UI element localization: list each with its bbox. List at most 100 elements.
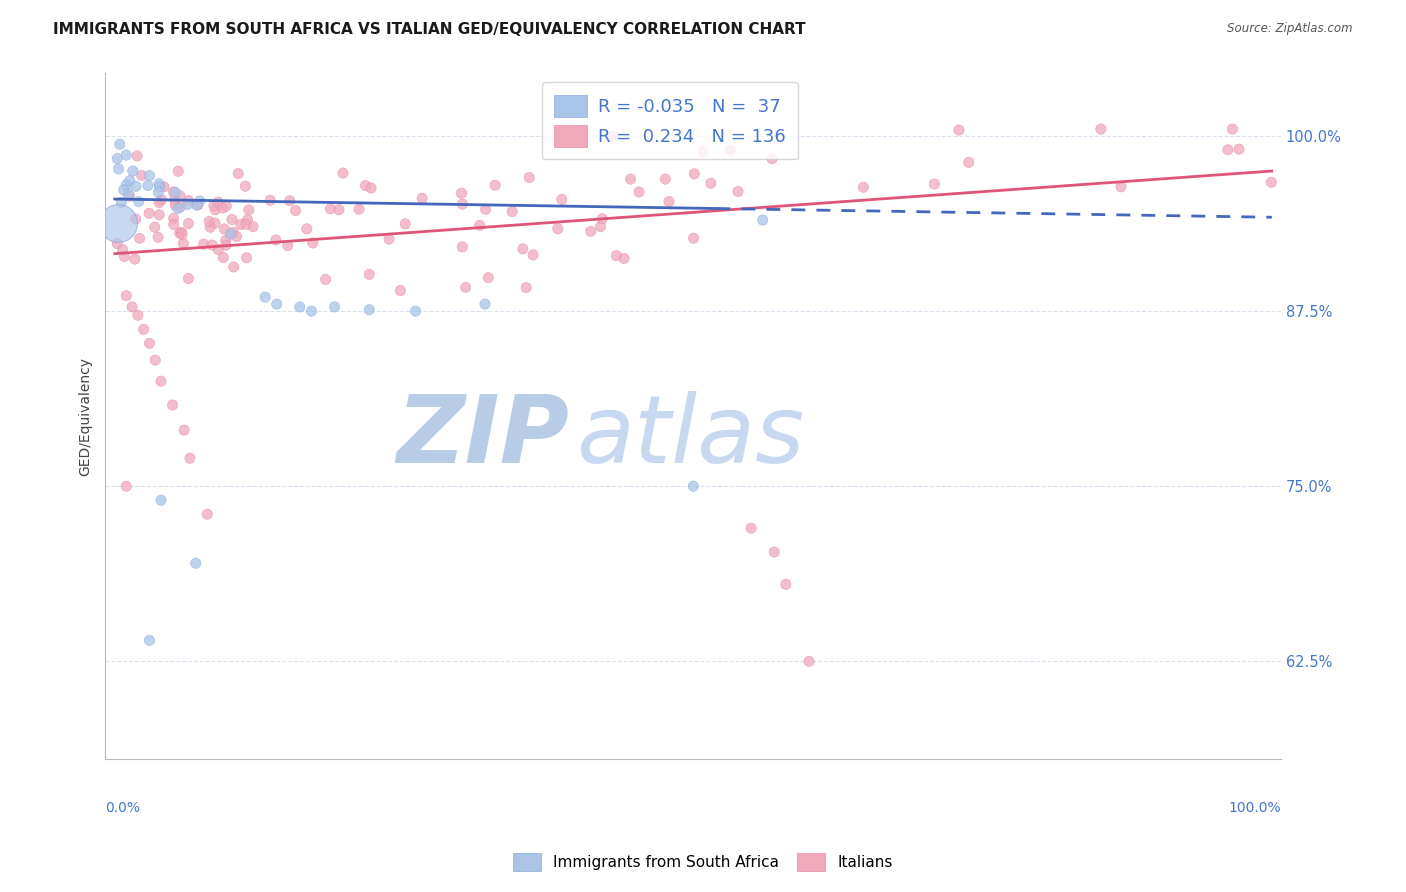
Point [153,180,176,194]
Point [105,236,128,251]
Point [579,224,602,238]
Point [138,169,160,183]
Point [204,216,226,230]
Point [347,202,370,217]
Point [128,231,150,245]
Point [1090,122,1112,136]
Point [957,155,980,169]
Point [115,148,138,162]
Point [233,179,256,194]
Point [202,198,225,212]
Point [179,451,201,466]
Point [236,212,259,227]
Point [150,374,173,388]
Point [221,212,243,227]
Point [315,272,337,286]
Point [118,174,141,188]
Point [226,167,249,181]
Text: ZIP: ZIP [396,391,569,483]
Point [222,260,245,274]
Point [169,189,191,203]
Point [683,167,706,181]
Point [477,270,499,285]
Point [215,199,238,213]
Point [740,521,762,535]
Point [143,220,166,235]
Point [131,169,153,183]
Point [775,577,797,591]
Point [177,271,200,285]
Point [165,198,187,212]
Point [389,284,412,298]
Point [411,191,433,205]
Point [219,227,242,241]
Point [288,300,311,314]
Point [148,177,170,191]
Point [177,217,200,231]
Point [238,202,260,217]
Point [512,242,534,256]
Text: IMMIGRANTS FROM SOUTH AFRICA VS ITALIAN GED/EQUIVALENCY CORRELATION CHART: IMMIGRANTS FROM SOUTH AFRICA VS ITALIAN … [53,22,806,37]
Point [112,183,135,197]
Point [150,493,173,508]
Point [222,226,245,240]
Point [207,243,229,257]
Point [515,280,537,294]
Point [110,195,132,210]
Point [138,336,160,351]
Point [128,194,150,209]
Point [198,214,221,228]
Point [146,230,169,244]
Point [394,217,416,231]
Point [654,172,676,186]
Point [924,177,946,191]
Point [718,143,741,157]
Point [143,353,166,368]
Point [111,243,134,257]
Point [115,479,138,493]
Text: Source: ZipAtlas.com: Source: ZipAtlas.com [1227,22,1353,36]
Point [682,231,704,245]
Point [136,178,159,193]
Point [591,211,613,226]
Point [177,194,200,208]
Point [188,194,211,208]
Point [204,202,226,217]
Point [163,218,186,232]
Point [170,227,193,242]
Point [517,170,540,185]
Point [193,237,215,252]
Point [761,152,783,166]
Point [613,252,636,266]
Point [108,137,131,152]
Point [332,166,354,180]
Point [328,202,350,217]
Point [162,185,184,199]
Point [797,654,820,668]
Point [682,479,704,493]
Point [727,185,749,199]
Text: 0.0%: 0.0% [105,800,141,814]
Point [547,221,569,235]
Point [167,202,190,216]
Point [172,236,194,251]
Point [162,398,184,412]
Point [165,186,187,200]
Point [200,220,222,235]
Point [450,186,472,201]
Point [148,208,170,222]
Text: 100.0%: 100.0% [1229,800,1281,814]
Point [451,240,474,254]
Point [121,164,143,178]
Point [138,633,160,648]
Point [295,222,318,236]
Point [301,235,323,250]
Point [132,322,155,336]
Point [378,232,401,246]
Point [359,302,381,317]
Point [551,193,574,207]
Point [112,250,135,264]
Point [1109,179,1132,194]
Point [184,556,207,570]
Point [148,195,170,210]
